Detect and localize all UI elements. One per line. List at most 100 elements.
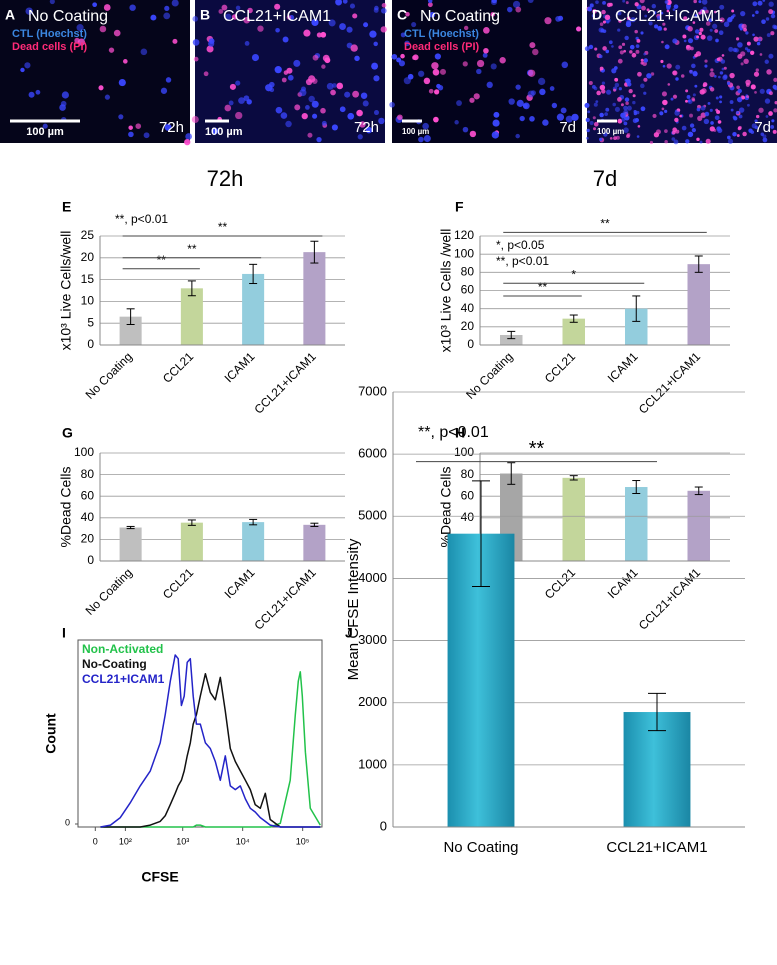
cell [373, 41, 378, 47]
cell [691, 63, 696, 69]
cell [613, 66, 618, 70]
y-axis-label: x10³ Live Cells /well [438, 229, 454, 353]
cell [744, 47, 749, 51]
cell [737, 42, 743, 48]
cell [643, 52, 647, 56]
cell [696, 107, 701, 112]
x-tick-label: No Coating [463, 349, 515, 401]
cell [539, 88, 546, 96]
cell [660, 11, 664, 15]
cell [462, 61, 468, 67]
cell [719, 95, 723, 99]
cell [672, 70, 677, 75]
section-title: 7d [593, 166, 617, 191]
significance-label: ** [600, 217, 610, 231]
cell [103, 4, 111, 11]
cell [719, 71, 724, 75]
cell [732, 47, 738, 53]
bar [119, 316, 142, 345]
cell [311, 18, 319, 27]
error-bar [648, 692, 666, 732]
cell [434, 53, 441, 60]
cell [721, 67, 725, 71]
cell [303, 29, 311, 37]
cell [49, 0, 55, 5]
cell [308, 95, 315, 103]
cell [576, 26, 582, 32]
cell [486, 81, 493, 88]
cell [702, 6, 707, 11]
cell [108, 47, 115, 53]
cell [754, 91, 757, 94]
cell [397, 114, 403, 121]
cell [490, 63, 497, 70]
cell [592, 116, 596, 120]
cell [664, 0, 669, 4]
cell [235, 5, 241, 11]
cell [512, 0, 521, 9]
cell [700, 34, 706, 40]
cell [750, 50, 755, 55]
cell [753, 36, 759, 42]
cell [759, 88, 765, 94]
cell [527, 69, 536, 77]
cell [35, 89, 41, 95]
cell [427, 0, 433, 4]
cell [515, 133, 520, 139]
cell [635, 44, 640, 48]
cell [640, 31, 644, 35]
cell [251, 53, 260, 62]
cell [389, 101, 395, 108]
cell [192, 39, 200, 46]
cell [709, 108, 713, 112]
cell [769, 91, 773, 96]
cell [704, 59, 708, 63]
cell [685, 44, 692, 51]
cell [644, 14, 648, 18]
cell [224, 104, 232, 112]
significance-label: ** [529, 438, 545, 460]
y-tick-label: 0 [467, 337, 474, 351]
cell [682, 34, 687, 39]
cell [301, 112, 308, 120]
cell [320, 31, 327, 38]
time-label: 72h [354, 119, 379, 136]
cell [193, 56, 199, 62]
bar [623, 712, 691, 827]
cell [693, 70, 697, 75]
cell [710, 68, 714, 72]
cell [752, 33, 755, 37]
cell [228, 100, 234, 106]
cell [350, 44, 358, 52]
cell [743, 58, 749, 65]
cell [728, 46, 734, 52]
cell [713, 10, 717, 14]
y-tick-label: 60 [461, 283, 475, 297]
legend-label: Non-Activated [82, 642, 163, 656]
cell [770, 125, 775, 129]
cell [163, 12, 171, 20]
cell [281, 77, 287, 83]
cell [640, 61, 644, 65]
cell [362, 100, 369, 107]
note: **, p<0.01 [418, 424, 489, 441]
cell [738, 107, 745, 113]
cell [694, 14, 699, 18]
cell [60, 100, 67, 107]
cell [99, 25, 107, 33]
cell [650, 72, 655, 76]
cell [634, 29, 638, 34]
cell [294, 104, 301, 111]
cell [698, 31, 702, 36]
cell [604, 112, 608, 117]
panel-letter: J [345, 625, 353, 641]
cell [584, 102, 590, 108]
cell [666, 5, 671, 10]
cell [643, 91, 647, 95]
cell [104, 94, 111, 100]
cell [772, 129, 777, 134]
cell [662, 99, 668, 106]
cell [507, 6, 513, 13]
cell [654, 24, 659, 29]
x-tick-label: 10² [119, 836, 132, 846]
